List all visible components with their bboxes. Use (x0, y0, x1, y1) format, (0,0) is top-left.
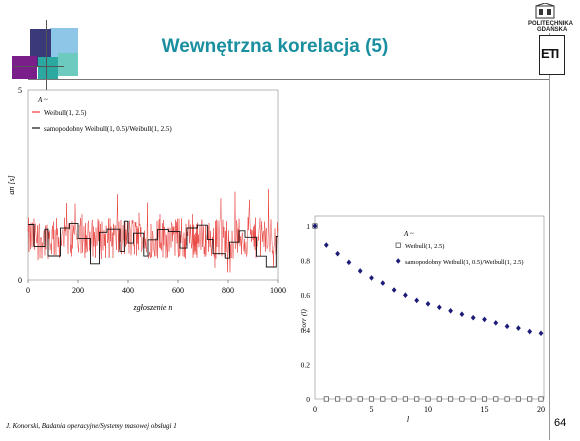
decor-square-teal-light (58, 53, 78, 76)
y-tick-label: 0 (306, 395, 310, 404)
legend-label-weibull: Weibull(1, 2.5) (44, 109, 87, 117)
point-weibull (515, 396, 521, 402)
x-axis-label: zgłoszenie n (133, 303, 173, 312)
point-selfsimilar (380, 280, 386, 286)
x-tick-label: 10 (424, 405, 432, 414)
point-selfsimilar (335, 250, 340, 257)
point-weibull (357, 396, 363, 402)
point-selfsimilar (493, 320, 499, 326)
point-selfsimilar (448, 307, 453, 314)
point-selfsimilar (538, 330, 544, 337)
x-tick-label: 800 (222, 286, 234, 295)
series-selfsimilar-path (28, 220, 278, 268)
y-tick-label: 0.6 (301, 291, 311, 300)
x-tick-label: 200 (72, 286, 84, 295)
page-number: 64 (554, 417, 567, 429)
x-tick-label: 15 (481, 405, 489, 414)
y-tick-label: 0.8 (301, 257, 311, 266)
point-weibull (527, 396, 533, 402)
decor-horizontal-line (14, 66, 64, 67)
point-weibull (436, 396, 442, 402)
point-selfsimilar (391, 287, 397, 293)
point-selfsimilar (470, 314, 476, 321)
point-selfsimilar (414, 297, 420, 304)
point-weibull (323, 396, 329, 402)
title-underline (28, 79, 550, 80)
point-weibull (459, 396, 465, 402)
legend-title: A ~ (37, 96, 48, 104)
point-selfsimilar (403, 292, 408, 298)
series-selfsimilar-line (28, 220, 278, 268)
point-weibull (448, 396, 454, 402)
point-weibull (414, 396, 420, 402)
x-tick-label: 0 (313, 405, 317, 414)
point-weibull (391, 396, 397, 402)
x-tick-label: 400 (122, 286, 134, 295)
legend-swatch-weibull (395, 242, 401, 248)
y-axis-label: corr (l) (299, 309, 308, 331)
point-weibull (335, 396, 341, 402)
point-selfsimilar (346, 259, 352, 266)
x-tick-label: 20 (537, 405, 545, 414)
point-selfsimilar (516, 325, 521, 331)
point-selfsimilar (436, 304, 442, 311)
slide-title: Wewnętrzna korelacja (5) (161, 36, 389, 57)
footer-text: J. Konorski, Badania operacyjne/Systemy … (6, 422, 177, 430)
point-weibull (504, 396, 510, 402)
chart-interarrival-times: 0 200 400 600 800 1000 0 5 zgłoszenie n an [s] A … (7, 86, 286, 312)
right-divider (549, 33, 550, 440)
university-crest-icon (534, 2, 556, 21)
point-weibull (470, 396, 476, 402)
y-tick-label: 0.2 (301, 360, 311, 369)
legend-label-selfsimilar: samopodobny Weibull(1, 0.5)/Weibull(1, 2… (44, 125, 172, 133)
decor-square-purple (12, 56, 37, 79)
decor-vertical-line (46, 20, 47, 92)
legend-swatch-selfsimilar (395, 258, 401, 264)
x-tick-label: 1000 (270, 286, 286, 295)
point-selfsimilar (459, 311, 465, 318)
point-weibull (538, 396, 544, 402)
logo-line2: GDAŃSKA (537, 27, 568, 33)
logo-line1: POLITECHNIKA (528, 21, 573, 27)
point-selfsimilar (527, 328, 533, 335)
y-tick-label: 0 (18, 276, 22, 285)
legend-label-weibull: Weibull(1, 2.5) (405, 243, 444, 250)
x-tick-label: 5 (370, 405, 374, 414)
y-axis-label: an [s] (7, 175, 16, 194)
point-weibull (493, 396, 499, 402)
point-selfsimilar (357, 268, 363, 274)
legend-label-selfsimilar: samopodobny Weibull(1, 0.5)/Weibull(1, 2… (405, 259, 524, 266)
point-weibull (402, 396, 408, 402)
legend-title: A ~ (403, 230, 414, 238)
chart-autocorrelation: 0 5 10 15 20 0 0.2 0.4 0.6 0.8 1 l corr (l) A ~ Weibu… (299, 215, 545, 424)
point-weibull (346, 396, 352, 402)
y-tick-label: 0.4 (301, 326, 311, 335)
x-axis-label: l (407, 415, 410, 424)
x-tick-label: 0 (26, 286, 30, 295)
eti-logo-text: ETI (541, 46, 559, 61)
point-weibull (425, 396, 431, 402)
point-selfsimilar (504, 323, 510, 330)
x-tick-label: 600 (172, 286, 184, 295)
point-selfsimilar (323, 242, 329, 248)
point-weibull (380, 396, 386, 402)
eti-logo-icon: ETI (539, 35, 565, 75)
y-tick-label: 5 (18, 86, 22, 95)
point-weibull (368, 396, 375, 402)
y-tick-label: 1 (306, 222, 310, 231)
point-weibull (481, 396, 488, 402)
decor-square-teal (38, 57, 58, 79)
